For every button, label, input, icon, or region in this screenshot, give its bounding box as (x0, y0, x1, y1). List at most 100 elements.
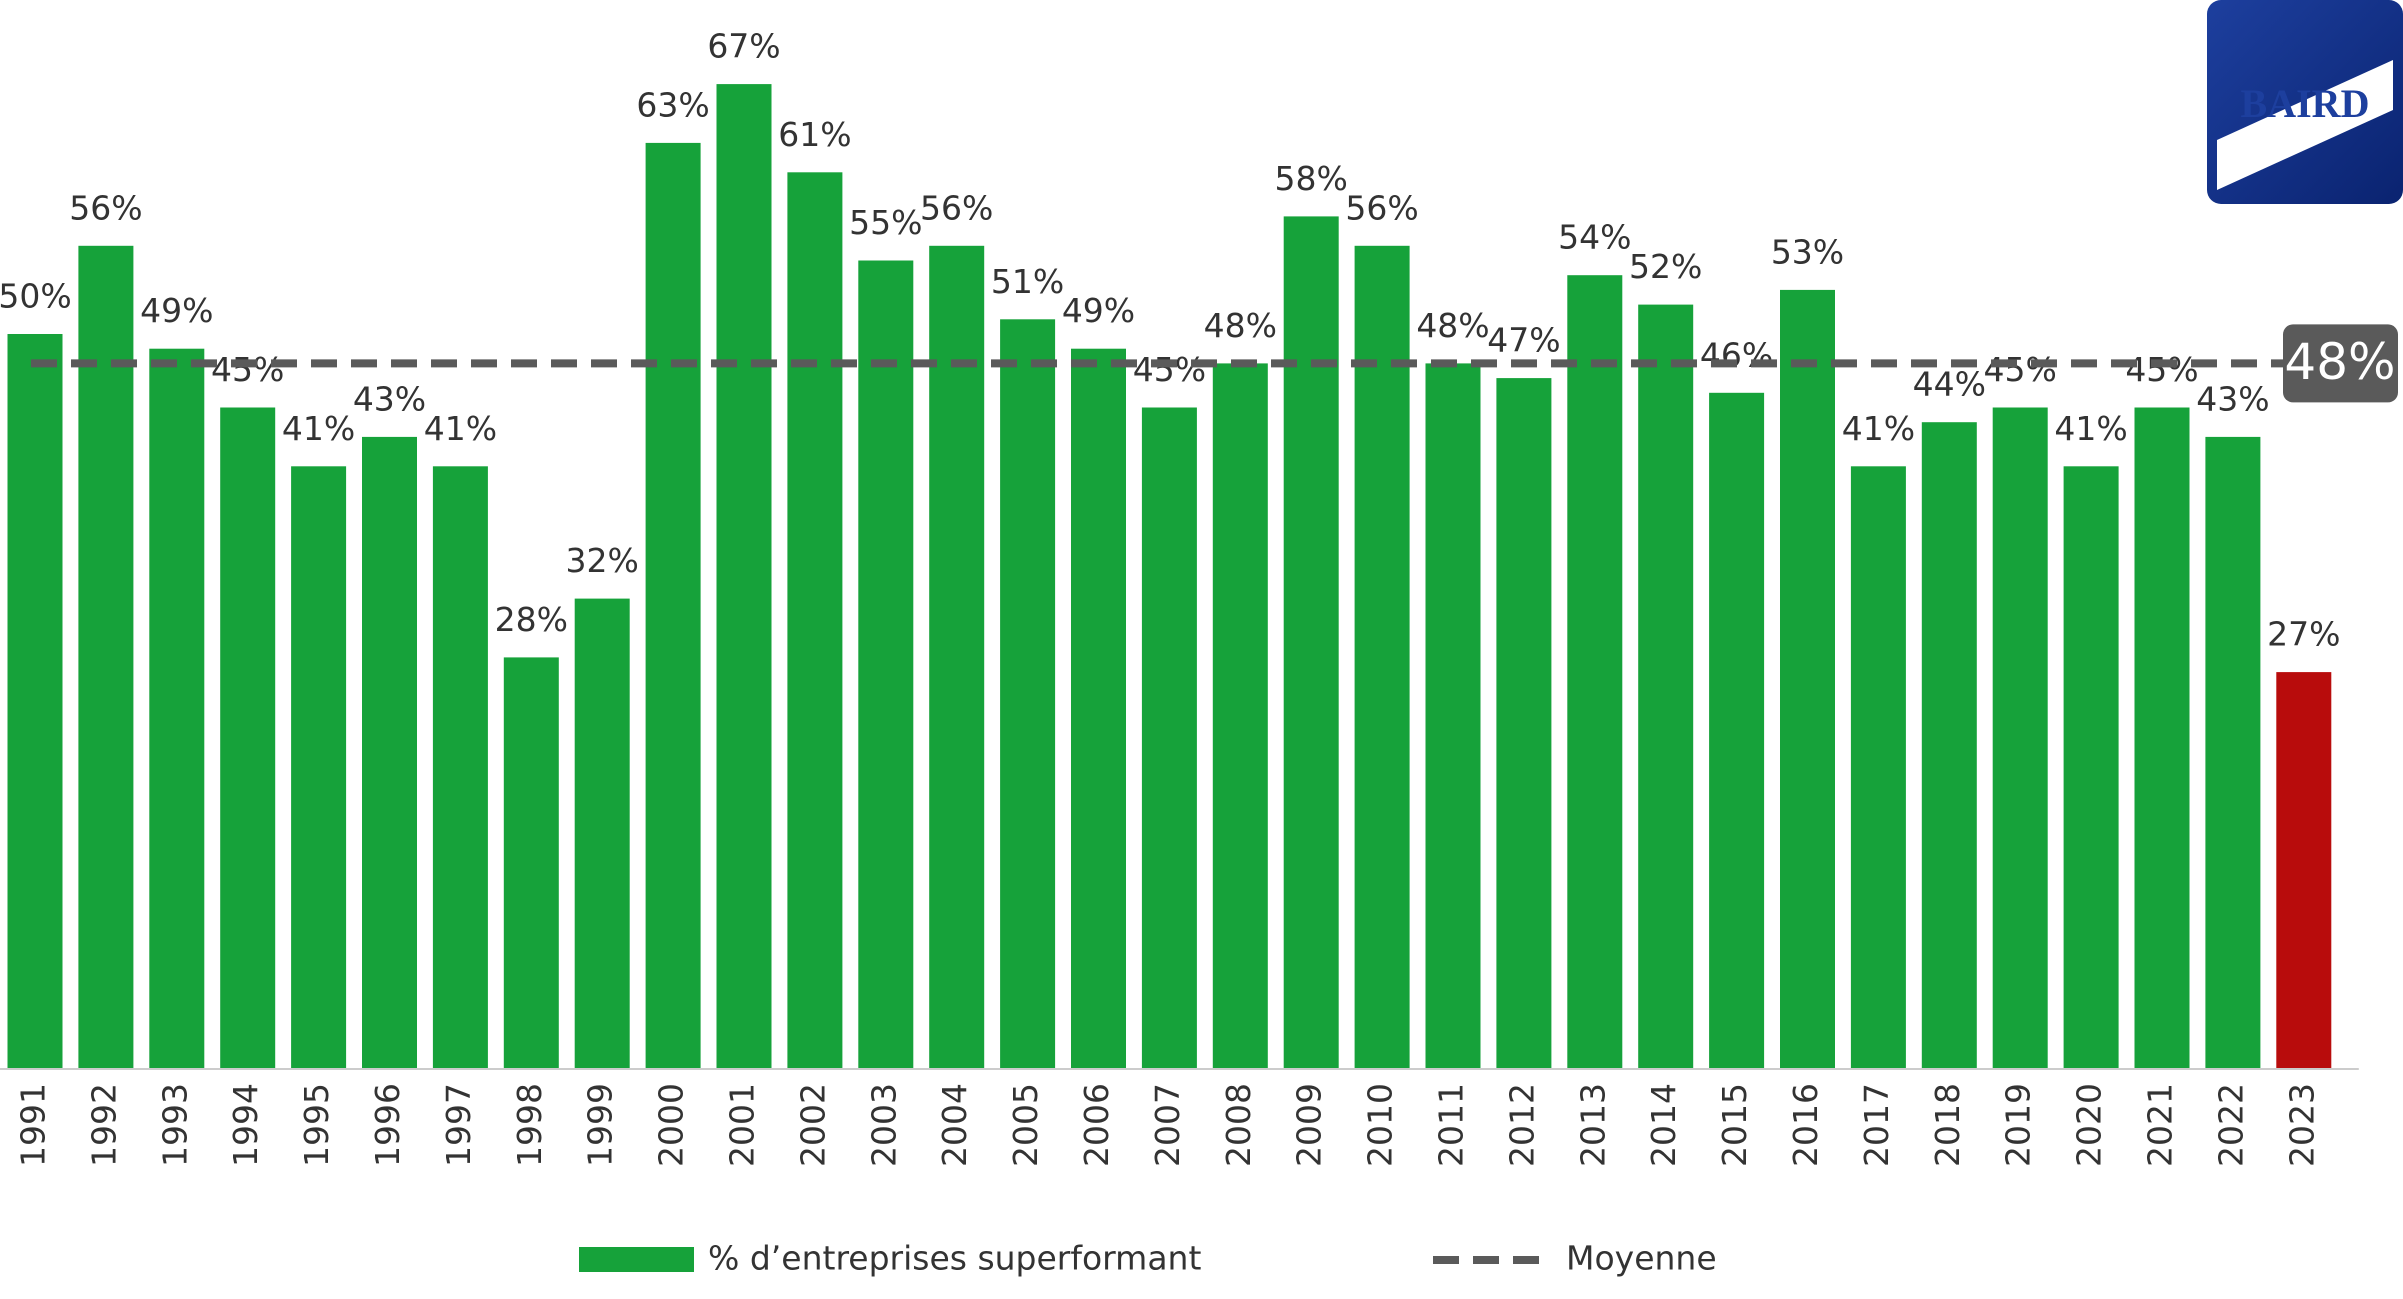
data-label: 52% (1629, 247, 1702, 286)
bar (2205, 436, 2261, 1069)
data-label: 45% (211, 350, 284, 389)
bar (1071, 348, 1126, 1069)
data-label: 41% (2054, 409, 2127, 448)
x-tick-label: 2016 (1786, 1083, 1825, 1167)
data-label: 50% (0, 277, 72, 316)
data-label: 63% (636, 85, 709, 124)
x-tick-label: 2011 (1432, 1083, 1471, 1167)
data-label: 43% (2196, 379, 2269, 418)
data-label: 32% (566, 541, 639, 580)
bar (574, 598, 630, 1069)
bar (1638, 304, 1694, 1070)
bar (716, 84, 772, 1070)
legend-swatch (579, 1247, 694, 1272)
data-label: 56% (1345, 188, 1418, 227)
x-tick-label: 2005 (1006, 1083, 1045, 1167)
data-label: 27% (2267, 615, 2340, 654)
x-tick-label: 1996 (368, 1083, 407, 1167)
data-label: 61% (778, 115, 851, 154)
x-tick-label: 1999 (581, 1083, 620, 1167)
x-tick-label: 2001 (723, 1083, 762, 1167)
data-label: 49% (140, 291, 213, 330)
bar (220, 407, 276, 1069)
bar (1921, 422, 1977, 1069)
legend-label: % d’entreprises superformant (708, 1239, 1201, 1278)
data-label: 45% (1133, 350, 1206, 389)
data-label: 48% (1204, 306, 1277, 345)
data-label: 41% (282, 409, 355, 448)
x-tick-label: 2004 (935, 1083, 974, 1167)
bar (645, 142, 701, 1069)
bar (503, 657, 559, 1069)
bar (1709, 392, 1765, 1069)
average-badge (2283, 324, 2398, 403)
data-label: 47% (1487, 321, 1560, 360)
x-tick-label: 2021 (2141, 1083, 2180, 1167)
bar (929, 245, 985, 1070)
data-label: 28% (495, 600, 568, 639)
x-tick-label: 2015 (1715, 1083, 1754, 1167)
data-label: 43% (353, 379, 426, 418)
bar (1283, 216, 1339, 1069)
data-label: 51% (991, 262, 1064, 301)
x-tick-label: 2002 (793, 1083, 832, 1167)
logo: BAIRD (2207, 0, 2403, 204)
bar (1212, 363, 1268, 1069)
data-label: 58% (1275, 159, 1348, 198)
data-label: 45% (1984, 350, 2057, 389)
data-label: 41% (1842, 409, 1915, 448)
x-tick-label: 1998 (510, 1083, 549, 1167)
average-label: 48% (2284, 333, 2395, 391)
x-tick-label: 2007 (1148, 1083, 1187, 1167)
x-tick-label: 2003 (864, 1083, 903, 1167)
bar (7, 334, 63, 1069)
bar (1000, 319, 1056, 1069)
x-tick-label: 2012 (1502, 1083, 1541, 1167)
x-tick-label: 2017 (1857, 1083, 1896, 1167)
data-label: 67% (707, 27, 780, 66)
x-tick-label: 1995 (297, 1083, 336, 1167)
x-tick-label: 2019 (1999, 1083, 2038, 1167)
logo-text: BAIRD (2241, 81, 2370, 126)
x-tick-label: 1994 (226, 1083, 265, 1167)
x-tick-label: 2013 (1573, 1083, 1612, 1167)
data-label: 48% (1416, 306, 1489, 345)
data-label: 44% (1913, 365, 1986, 404)
data-label: 56% (920, 188, 993, 227)
x-tick-label: 2000 (652, 1083, 691, 1167)
data-label: 46% (1700, 335, 1773, 374)
data-label: 54% (1558, 218, 1631, 257)
bar (787, 172, 843, 1070)
x-tick-label: 2022 (2211, 1083, 2250, 1167)
x-tick-label: 2006 (1077, 1083, 1116, 1167)
bar (1425, 363, 1481, 1069)
bar (1992, 407, 2048, 1069)
bar (1850, 466, 1906, 1069)
x-tick-label: 1997 (439, 1083, 478, 1167)
bar (1496, 378, 1552, 1070)
bar (291, 466, 347, 1069)
x-tick-label: 2014 (1644, 1083, 1683, 1167)
x-tick-label: 1993 (155, 1083, 194, 1167)
x-tick-label: 2023 (2282, 1083, 2321, 1167)
bar (432, 466, 488, 1069)
bar (362, 436, 417, 1069)
data-label: 41% (424, 409, 497, 448)
bar (1354, 245, 1410, 1070)
bar (78, 245, 134, 1070)
x-tick-label: 2009 (1290, 1083, 1329, 1167)
data-label: 55% (849, 203, 922, 242)
x-tick-label: 2010 (1361, 1083, 1400, 1167)
data-label: 56% (69, 188, 142, 227)
x-tick-label: 2020 (2070, 1083, 2109, 1167)
data-label: 49% (1062, 291, 1135, 330)
legend-label: Moyenne (1566, 1239, 1717, 1278)
data-label: 53% (1771, 232, 1844, 271)
x-tick-label: 2008 (1219, 1083, 1258, 1167)
x-tick-label: 1992 (84, 1083, 123, 1167)
bar (1141, 407, 1197, 1069)
bar (2063, 466, 2119, 1069)
data-label: 45% (2125, 350, 2198, 389)
x-tick-label: 2018 (1928, 1083, 1967, 1167)
